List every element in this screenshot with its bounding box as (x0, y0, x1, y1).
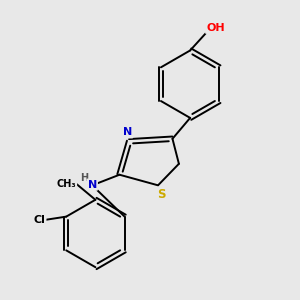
Text: Cl: Cl (34, 215, 45, 225)
Text: N: N (88, 180, 97, 190)
Text: CH₃: CH₃ (56, 179, 76, 189)
Text: N: N (123, 127, 132, 137)
Text: OH: OH (206, 23, 225, 33)
Text: S: S (157, 188, 166, 201)
Text: H: H (80, 173, 88, 183)
